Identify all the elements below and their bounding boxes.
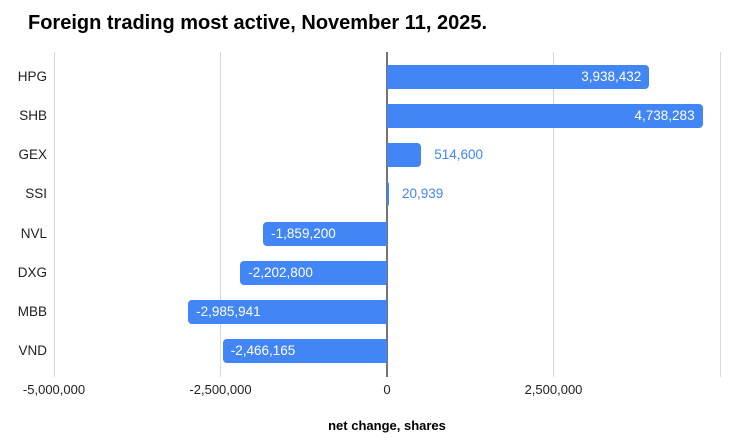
category-label: DXG (17, 264, 47, 280)
bar (188, 300, 387, 325)
gridline (220, 52, 221, 377)
x-tick-label: -5,000,000 (22, 382, 86, 397)
bar (387, 103, 703, 128)
bar (240, 260, 387, 285)
bar (387, 64, 650, 89)
bar (263, 221, 387, 246)
category-label: MBB (17, 304, 47, 320)
bar (387, 143, 422, 168)
gridline (53, 52, 55, 377)
x-tick-label: 0 (383, 382, 391, 397)
gridline (553, 52, 554, 377)
category-label: SSI (25, 186, 47, 202)
category-label: HPG (17, 68, 47, 84)
bar-value-label: -2,466,165 (230, 343, 296, 359)
bar-value-label: -2,202,800 (248, 264, 313, 280)
zero-axis-line (386, 52, 388, 377)
x-tick-label: -2,500,000 (189, 382, 252, 397)
bar-value-label: -2,985,941 (196, 304, 261, 320)
category-label: VND (18, 343, 47, 359)
bar-value-label: 4,738,283 (634, 107, 695, 123)
category-label: GEX (18, 147, 47, 163)
chart-title: Foreign trading most active, November 11… (28, 12, 488, 34)
bar (387, 182, 389, 207)
gridline (719, 52, 721, 377)
bar-value-label: 3,938,432 (581, 68, 642, 84)
category-label: SHB (19, 107, 47, 123)
bar-value-label: 20,939 (402, 186, 444, 202)
bar-value-label: -1,859,200 (271, 225, 336, 241)
bar-value-label: 514,600 (434, 147, 484, 163)
x-tick-label: 2,500,000 (524, 382, 583, 397)
x-axis-title: net change, shares (328, 418, 446, 433)
bar (222, 339, 387, 364)
category-label: NVL (20, 225, 47, 241)
